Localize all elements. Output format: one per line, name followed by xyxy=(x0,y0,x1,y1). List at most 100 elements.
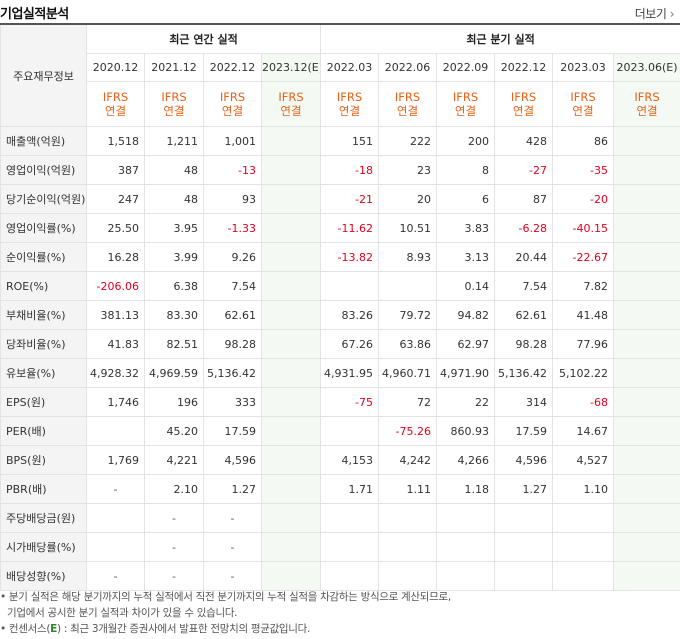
row-label: 당기순이익(억원) xyxy=(0,184,87,214)
section-header: 기업실적분석 더보기 › xyxy=(0,0,680,24)
table-cell xyxy=(494,503,554,533)
period-header: 2023.03 xyxy=(552,53,615,82)
row-label: 부채비율(%) xyxy=(0,300,87,330)
table-cell: 4,928.32 xyxy=(86,358,145,388)
table-cell: - xyxy=(144,561,204,591)
basis-label: 연결 xyxy=(572,104,594,118)
ifrs-label: IFRS xyxy=(336,90,363,104)
table-cell: 428 xyxy=(494,126,554,156)
table-cell: 5,102.22 xyxy=(552,358,615,388)
table-cell: - xyxy=(86,561,145,591)
table-cell: - xyxy=(203,532,262,562)
table-cell: 4,527 xyxy=(552,445,615,475)
row-label: ROE(%) xyxy=(0,271,87,301)
table-row: 유보율(%) 4,928.32 4,969.59 5,136.42 4,931.95 4,… xyxy=(0,358,680,388)
table-cell: 247 xyxy=(86,184,145,214)
table-row: 영업이익률(%) 25.50 3.95 -1.33 -11.62 10.51 3.83 -6.… xyxy=(0,213,680,243)
table-cell xyxy=(260,155,322,185)
ifrs-basis-header: IFRS 연결 xyxy=(260,81,322,127)
table-cell: 4,221 xyxy=(144,445,204,475)
table-cell xyxy=(613,474,680,504)
table-cell: 9.26 xyxy=(203,242,262,272)
more-label: 더보기 xyxy=(634,7,667,21)
table-cell: 4,969.59 xyxy=(144,358,204,388)
table-cell xyxy=(613,155,680,185)
table-cell: 6 xyxy=(436,184,496,214)
table-cell: 23 xyxy=(378,155,438,185)
table-cell: -6.28 xyxy=(494,213,554,243)
ifrs-label: IFRS xyxy=(570,90,596,104)
table-cell: -75 xyxy=(320,387,380,417)
table-cell: 387 xyxy=(86,155,145,185)
table-cell xyxy=(320,416,380,446)
table-cell: 1,211 xyxy=(144,126,204,156)
table-row: 영업이익(억원) 387 48 -13 -18 23 8 -27 -35 xyxy=(0,155,680,185)
table-cell: 82.51 xyxy=(144,329,204,359)
period-header: 2022.12 xyxy=(203,53,262,82)
period-header: 2020.12 xyxy=(86,53,145,82)
quarterly-group-header: 최근 분기 실적 xyxy=(320,23,680,54)
table-cell: 860.93 xyxy=(436,416,496,446)
table-cell: 22 xyxy=(436,387,496,417)
table-cell xyxy=(320,271,380,301)
basis-label: 연결 xyxy=(338,104,361,118)
table-row: BPS(원) 1,769 4,221 4,596 4,153 4,242 4,266 4,59… xyxy=(0,445,680,475)
table-cell: 1,518 xyxy=(86,126,145,156)
table-cell xyxy=(260,387,322,417)
table-cell xyxy=(378,532,438,562)
table-cell: 314 xyxy=(494,387,554,417)
table-cell: 93 xyxy=(203,184,262,214)
financial-summary-table: 주요재무정보 최근 연간 실적 최근 분기 실적 2020.12 2021.12 2… xyxy=(0,23,680,591)
ifrs-basis-header: IFRS 연결 xyxy=(144,81,204,127)
table-cell xyxy=(86,532,145,562)
table-cell: -1.33 xyxy=(203,213,262,243)
table-cell: 62.61 xyxy=(203,300,262,330)
table-cell xyxy=(260,561,322,591)
table-cell: -75.26 xyxy=(378,416,438,446)
footnote-1-cont: 기업에서 공시한 분기 실적과 차이가 있을 수 있습니다. xyxy=(7,607,238,619)
table-cell xyxy=(260,271,322,301)
table-cell: 87 xyxy=(494,184,554,214)
basis-label: 연결 xyxy=(163,104,185,118)
period-header: 2022.03 xyxy=(320,53,380,82)
table-cell xyxy=(260,474,322,504)
basis-label: 연결 xyxy=(454,104,477,118)
table-row: PBR(배) -2.10 1.27 1.71 1.11 1.18 1.27 1.10 xyxy=(0,474,680,504)
table-cell: 25.50 xyxy=(86,213,145,243)
table-cell xyxy=(494,532,554,562)
table-cell: 62.97 xyxy=(436,329,496,359)
table-cell: -68 xyxy=(552,387,615,417)
more-link[interactable]: 더보기 › xyxy=(634,5,675,22)
table-cell xyxy=(320,532,380,562)
table-cell xyxy=(613,329,680,359)
table-cell xyxy=(260,126,322,156)
table-cell: -13 xyxy=(203,155,262,185)
period-header: 2022.09 xyxy=(436,53,496,82)
table-cell: 10.51 xyxy=(378,213,438,243)
table-cell: 62.61 xyxy=(494,300,554,330)
table-cell xyxy=(436,561,496,591)
table-row: 부채비율(%) 381.13 83.30 62.61 83.26 79.72 94.82 62… xyxy=(0,300,680,330)
table-row: 순이익률(%) 16.28 3.99 9.26 -13.82 8.93 3.13 20.44-… xyxy=(0,242,680,272)
ifrs-label: IFRS xyxy=(278,90,304,104)
table-cell: 4,242 xyxy=(378,445,438,475)
table-cell: 16.28 xyxy=(86,242,145,272)
ifrs-basis-header: IFRS 연결 xyxy=(552,81,615,127)
row-label: 매출액(억원) xyxy=(0,126,87,156)
basis-label: 연결 xyxy=(636,104,658,118)
table-cell: -13.82 xyxy=(320,242,380,272)
table-cell: 83.30 xyxy=(144,300,204,330)
table-cell xyxy=(613,300,680,330)
table-row: 배당성향(%) - - - xyxy=(0,561,680,591)
table-cell: 17.59 xyxy=(203,416,262,446)
table-cell: 4,153 xyxy=(320,445,380,475)
table-cell xyxy=(613,126,680,156)
basis-label: 연결 xyxy=(221,104,244,118)
table-cell xyxy=(552,503,615,533)
basis-label: 연결 xyxy=(104,104,127,118)
table-cell xyxy=(86,503,145,533)
row-label: BPS(원) xyxy=(0,445,87,475)
table-cell: -40.15 xyxy=(552,213,615,243)
table-cell: - xyxy=(203,503,262,533)
table-cell xyxy=(260,445,322,475)
